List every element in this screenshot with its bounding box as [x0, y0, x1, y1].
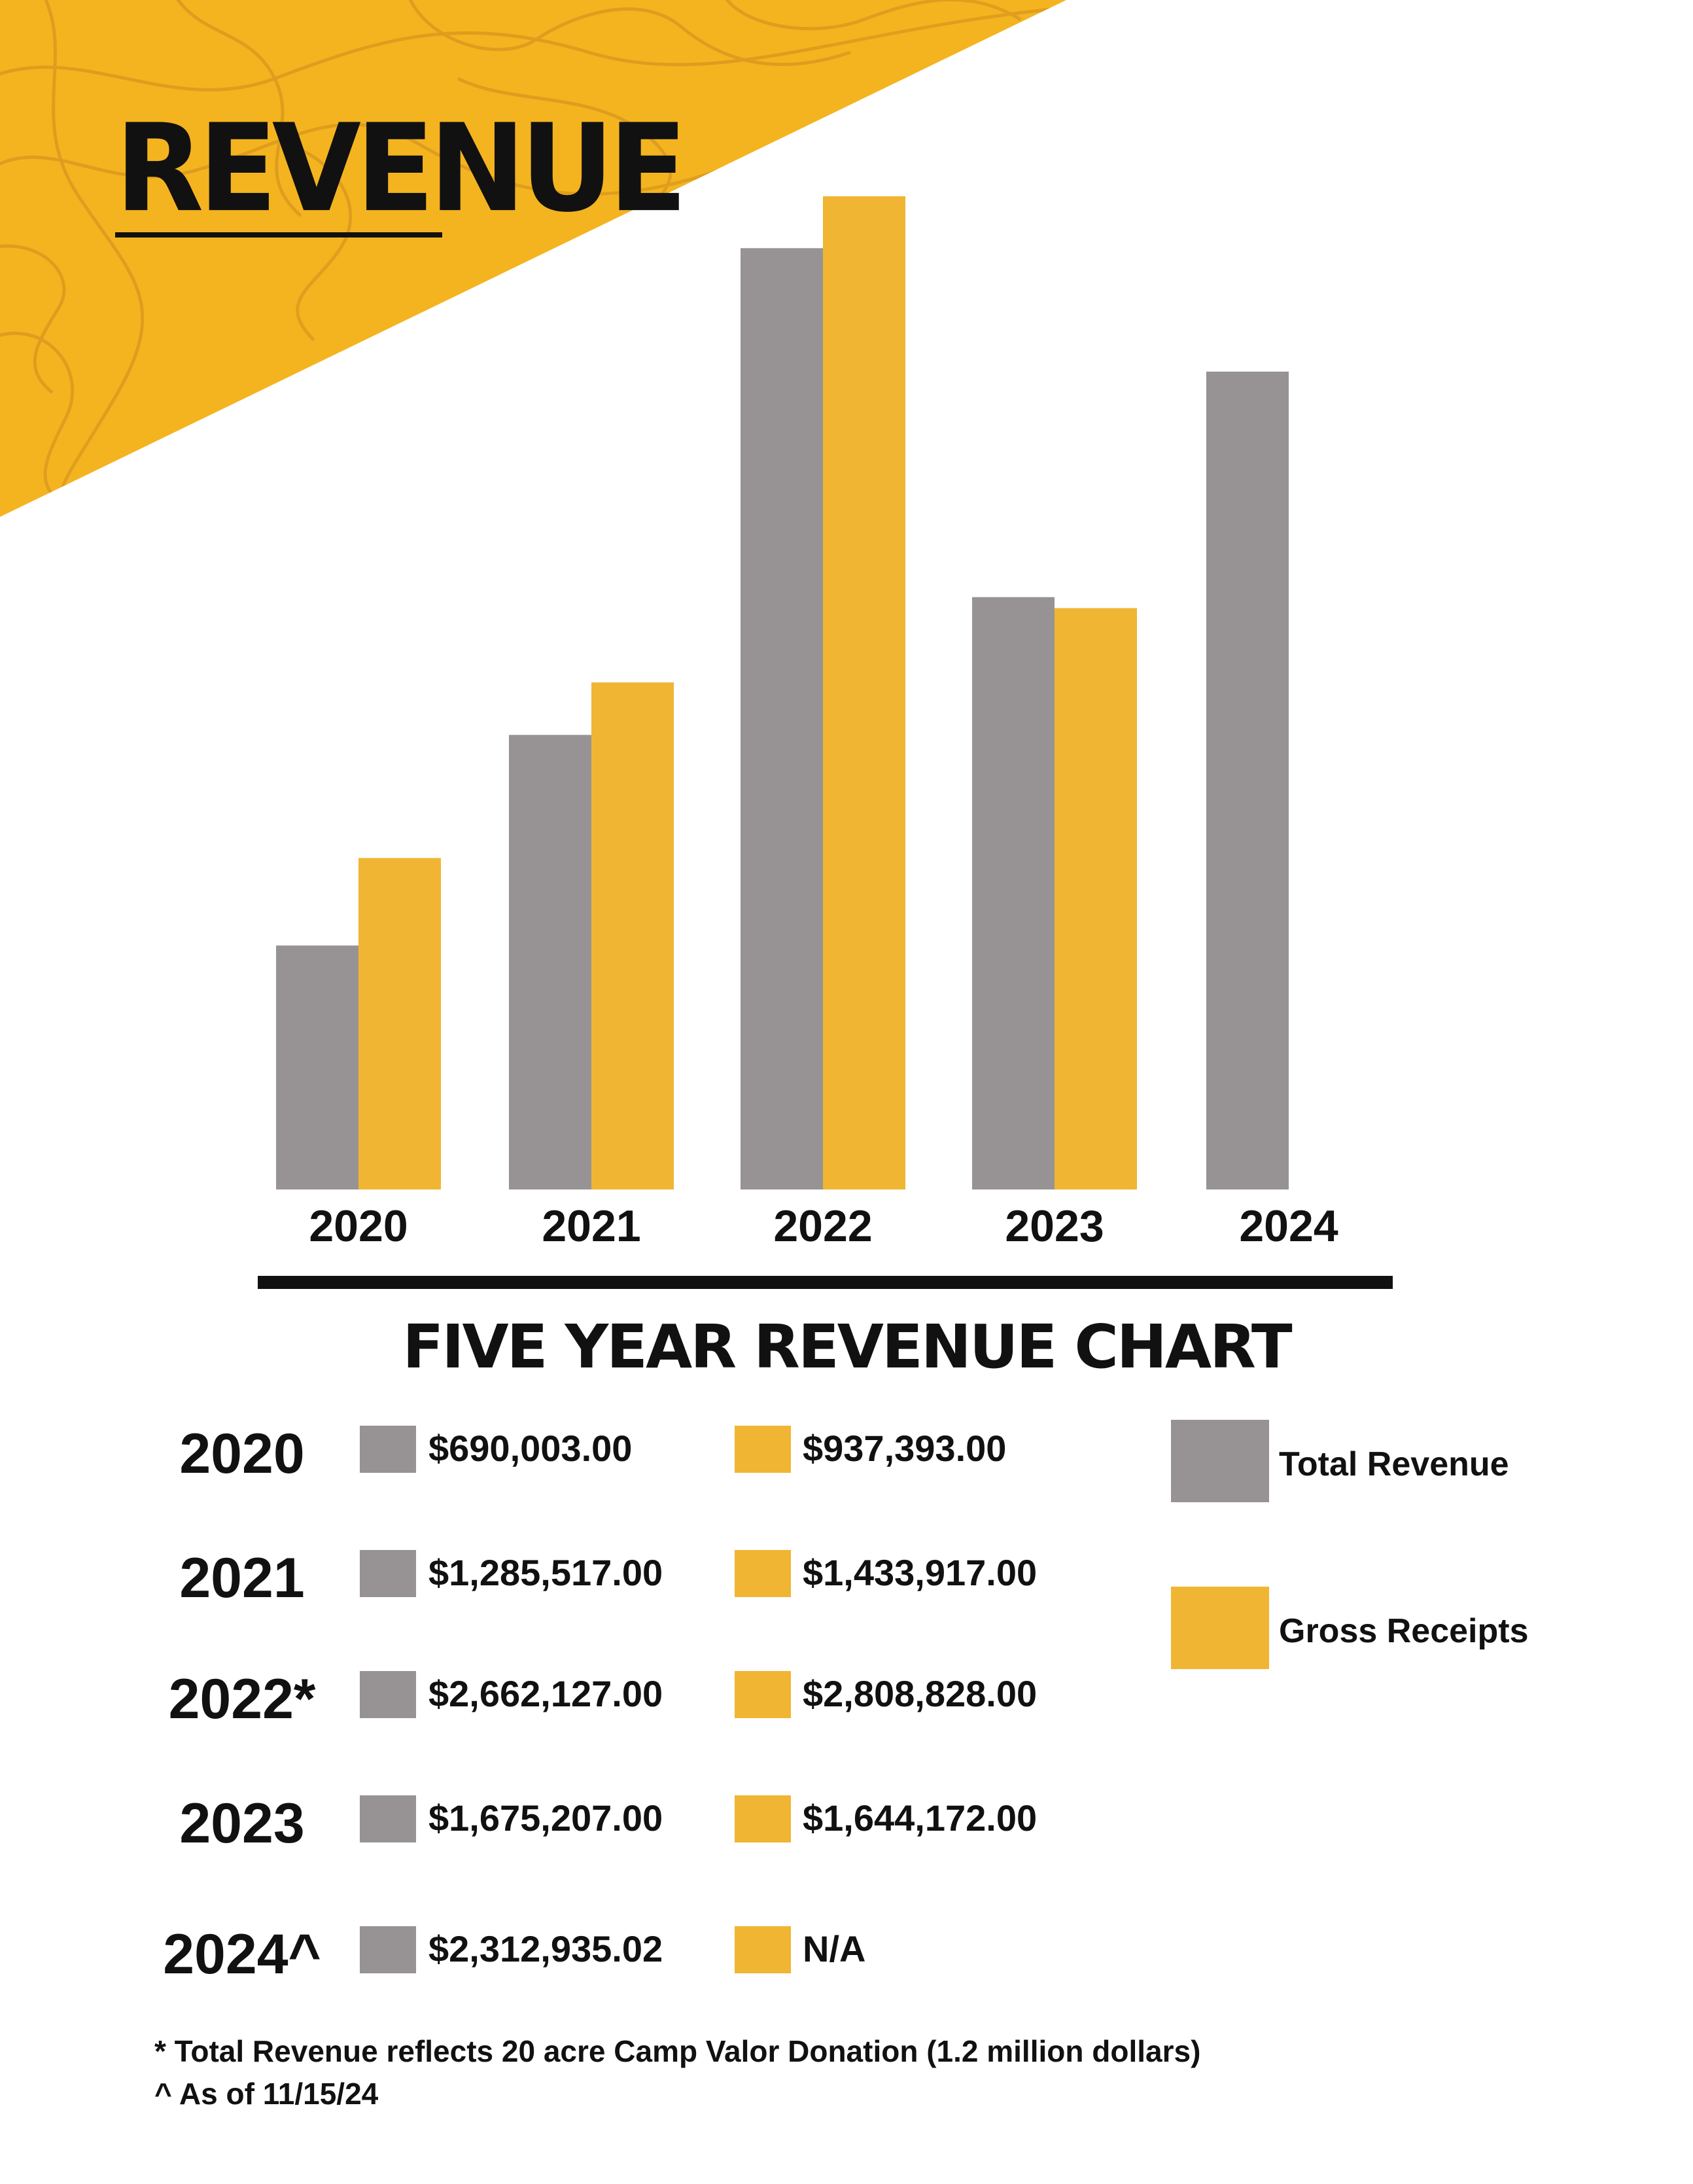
legend-label: Total Revenue — [1279, 1445, 1509, 1483]
gross-receipts-swatch — [735, 1671, 791, 1718]
row-year: 2021 — [179, 1547, 305, 1610]
total-revenue-swatch — [360, 1795, 416, 1842]
legend-swatch — [1171, 1420, 1269, 1502]
total-revenue-value: $690,003.00 — [428, 1428, 633, 1469]
x-tick-label: 2022 — [773, 1201, 873, 1251]
x-tick-label: 2023 — [1005, 1201, 1104, 1251]
chart-title: FIVE YEAR REVENUE CHART — [402, 1312, 1292, 1382]
bar-gross-receipts-2023 — [1055, 608, 1137, 1189]
total-revenue-value: $1,675,207.00 — [428, 1797, 663, 1839]
table-row: 2020 $690,003.00 $937,393.00 — [0, 1417, 1693, 1485]
gross-receipts-value: $937,393.00 — [803, 1428, 1007, 1469]
row-year: 2024^ — [163, 1923, 321, 1986]
total-revenue-swatch — [360, 1671, 416, 1718]
footnote-donation: * Total Revenue reflects 20 acre Camp Va… — [154, 2034, 1201, 2068]
x-tick-label: 2020 — [309, 1201, 408, 1251]
total-revenue-swatch — [360, 1926, 416, 1973]
bar-gross-receipts-2020 — [358, 858, 441, 1189]
gross-receipts-swatch — [735, 1426, 791, 1473]
footnote-as-of-date: ^ As of 11/15/24 — [154, 2077, 379, 2111]
gross-receipts-swatch — [735, 1550, 791, 1597]
bar-total-revenue-2022 — [741, 248, 823, 1189]
revenue-bar-chart — [276, 196, 1289, 1189]
bar-total-revenue-2021 — [509, 735, 591, 1189]
total-revenue-swatch — [360, 1426, 416, 1473]
x-tick-label: 2024 — [1239, 1201, 1338, 1251]
total-revenue-value: $1,285,517.00 — [428, 1552, 663, 1593]
gross-receipts-value: $2,808,828.00 — [803, 1673, 1038, 1714]
legend-item-total-revenue: Total Revenue — [1171, 1420, 1629, 1502]
table-row: 2022* $2,662,127.00 $2,808,828.00 — [0, 1662, 1693, 1731]
legend-swatch — [1171, 1587, 1269, 1669]
bar-gross-receipts-2022 — [823, 196, 905, 1189]
bar-total-revenue-2023 — [972, 597, 1055, 1189]
gross-receipts-swatch — [735, 1926, 791, 1973]
row-year: 2023 — [179, 1792, 305, 1855]
bar-gross-receipts-2021 — [591, 682, 674, 1189]
legend-label: Gross Receipts — [1279, 1612, 1529, 1650]
total-revenue-swatch — [360, 1550, 416, 1597]
x-tick-label: 2021 — [542, 1201, 641, 1251]
title-underline — [115, 232, 442, 238]
page-title: REVENUE — [115, 98, 688, 239]
legend-item-gross-receipts: Gross Receipts — [1171, 1587, 1629, 1669]
bar-total-revenue-2024 — [1206, 371, 1289, 1189]
row-year: 2020 — [179, 1422, 305, 1485]
table-row: 2024^ $2,312,935.02 N/A — [0, 1917, 1693, 1986]
total-revenue-value: $2,312,935.02 — [428, 1928, 663, 1969]
corner-contour-graphic — [0, 0, 1066, 517]
gross-receipts-value: N/A — [803, 1928, 866, 1969]
chart-rule — [258, 1276, 1393, 1289]
gross-receipts-value: $1,644,172.00 — [803, 1797, 1038, 1839]
gross-receipts-swatch — [735, 1795, 791, 1842]
table-row: 2023 $1,675,207.00 $1,644,172.00 — [0, 1786, 1693, 1855]
row-year: 2022* — [168, 1668, 316, 1731]
total-revenue-value: $2,662,127.00 — [428, 1673, 663, 1714]
bar-total-revenue-2020 — [276, 945, 358, 1189]
gross-receipts-value: $1,433,917.00 — [803, 1552, 1038, 1593]
table-row: 2021 $1,285,517.00 $1,433,917.00 — [0, 1541, 1693, 1610]
